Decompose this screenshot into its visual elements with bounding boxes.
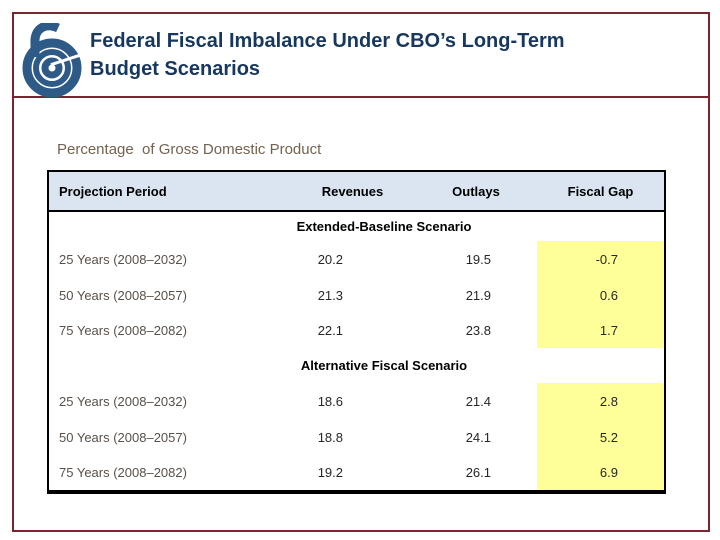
outlays-value: 21.9 (465, 287, 491, 303)
fiscal-gap-value: 0.6 (537, 277, 664, 313)
outlays-value: 23.8 (465, 323, 491, 338)
row-period-label: 50 Years (2008–2057) (59, 429, 187, 445)
section-heading-extended-baseline: Extended-Baseline Scenario (296, 219, 472, 234)
fiscal-imbalance-table: Projection Period Revenues Outlays Fisca… (47, 170, 666, 494)
fiscal-gap-value: -0.7 (537, 241, 664, 277)
table-row: 25 Years (2008–2032) 20.2 19.5 -0.7 (49, 241, 664, 277)
outlays-value: 19.5 (465, 251, 491, 267)
revenues-value: 18.8 (317, 429, 343, 445)
slide-subtitle: Percentage of Gross Domestic Product (57, 141, 322, 158)
column-header-outlays: Outlays (452, 183, 500, 199)
table-row: 50 Years (2008–2057) 18.8 24.1 5.2 (49, 419, 664, 455)
row-period-label: 25 Years (2008–2032) (59, 393, 187, 409)
column-header-fiscal-gap: Fiscal Gap (567, 183, 634, 199)
fiscal-gap-value: 2.8 (537, 383, 664, 419)
revenues-value: 18.6 (317, 393, 343, 409)
outlays-value: 24.1 (465, 429, 491, 445)
title-separator-line (12, 96, 710, 98)
row-period-label: 75 Years (2008–2082) (59, 323, 187, 338)
fiscal-gap-value: 6.9 (537, 455, 664, 490)
table-row: 75 Years (2008–2082) 19.2 26.1 6.9 (49, 455, 664, 490)
table-header-row: Projection Period Revenues Outlays Fisca… (49, 172, 664, 212)
revenues-value: 21.3 (317, 287, 343, 303)
revenues-value: 19.2 (317, 465, 343, 480)
fiscal-gap-value: 5.2 (537, 419, 664, 455)
slide-title: Federal Fiscal Imbalance Under CBO’s Lon… (90, 30, 565, 80)
cbo-logo-icon (19, 21, 83, 98)
outlays-value: 21.4 (465, 393, 491, 409)
row-period-label: 75 Years (2008–2082) (59, 465, 187, 480)
column-header-projection-period: Projection Period (59, 183, 167, 199)
slide-border (12, 12, 710, 532)
row-period-label: 25 Years (2008–2032) (59, 251, 187, 267)
section-heading-alternative-fiscal: Alternative Fiscal Scenario (300, 358, 468, 373)
outlays-value: 26.1 (465, 465, 491, 480)
table-row: 25 Years (2008–2032) 18.6 21.4 2.8 (49, 383, 664, 419)
row-period-label: 50 Years (2008–2057) (59, 287, 187, 303)
revenues-value: 22.1 (317, 323, 343, 338)
table-row: 75 Years (2008–2082) 22.1 23.8 1.7 (49, 313, 664, 348)
table-row: 50 Years (2008–2057) 21.3 21.9 0.6 (49, 277, 664, 313)
revenues-value: 20.2 (317, 251, 343, 267)
fiscal-gap-value: 1.7 (537, 313, 664, 348)
column-header-revenues: Revenues (321, 183, 384, 199)
